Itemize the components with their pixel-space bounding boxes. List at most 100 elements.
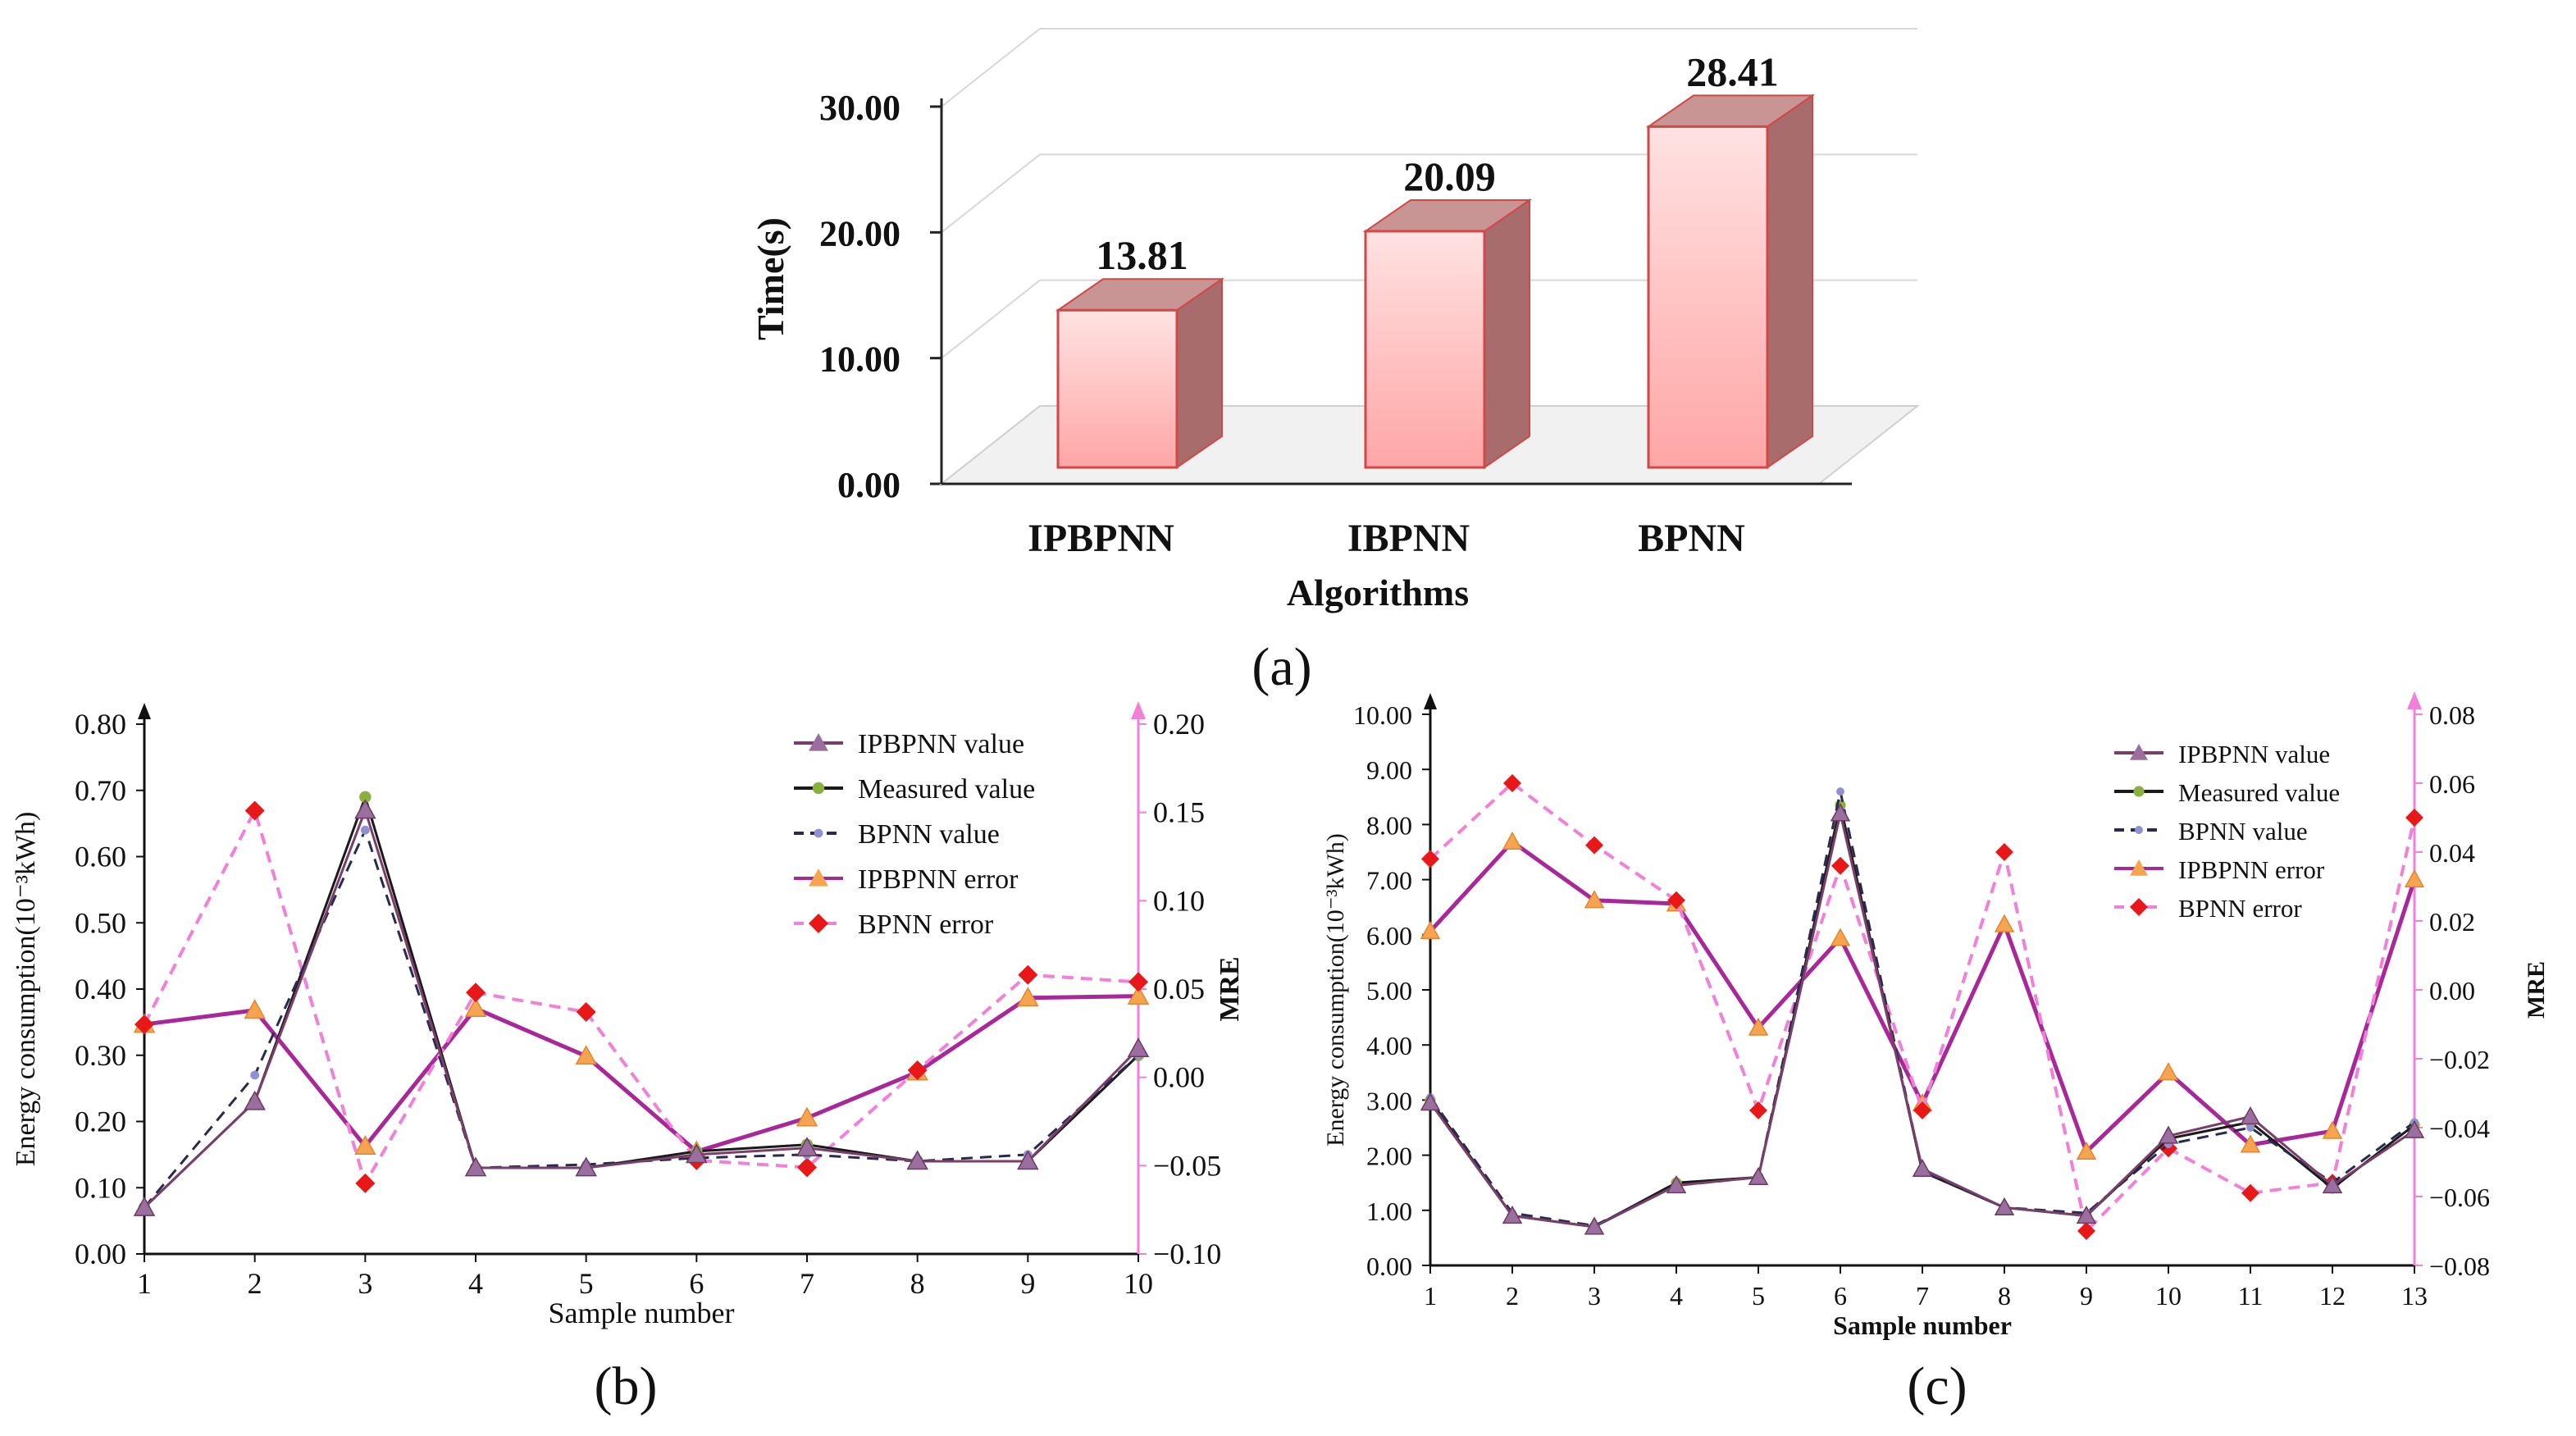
x-tick-label: 10 (2155, 1281, 2182, 1311)
x-tick-label: 2 (1506, 1281, 1519, 1311)
legend-label: BPNN error (2178, 894, 2302, 923)
point-ipbpnn-value (1994, 1197, 2015, 1215)
legend-label: IPBPNN value (858, 729, 1024, 759)
point-bpnn-error (1831, 856, 1849, 875)
y-tick-label: 0.00 (837, 465, 900, 505)
y-tick-label: 10.00 (1353, 700, 1412, 730)
point-ipbpnn-error (1748, 1017, 1769, 1036)
legend-label: IPBPNN value (2178, 740, 2330, 768)
y2-tick-label: 0.00 (2429, 976, 2475, 1005)
panel-b-line-chart: 0.00 0.10 0.20 0.30 0.40 0.50 0.60 0.70 0.80 −0.1… (11, 701, 1245, 1416)
x-tick-label: 4 (1670, 1281, 1683, 1311)
x-tick-label: 6 (1834, 1281, 1847, 1311)
y-tick-label: 2.00 (1366, 1142, 1412, 1171)
point-bpnn-error (576, 1001, 596, 1022)
point-ipbpnn-error (796, 1106, 818, 1127)
bar-side (1484, 198, 1530, 469)
y2-tick-label: −0.10 (1153, 1238, 1221, 1270)
x-tick-label: 7 (1916, 1281, 1929, 1311)
x-tick-label: 9 (1020, 1267, 1035, 1300)
point-bpnn-error (1585, 836, 1603, 855)
legend-marker (2130, 744, 2148, 760)
point-ipbpnn-error (1127, 985, 1150, 1005)
point-ipbpnn-error (1017, 987, 1039, 1007)
point-bpnn-error (1995, 843, 2013, 861)
legend-marker (2130, 859, 2148, 876)
point-ipbpnn-value (2404, 1119, 2425, 1138)
panel-a-bar-chart: 0.00 10.00 20.00 30.00 13.81 IPBPNN 20.09 IBPNN… (750, 28, 1920, 697)
series-line-ipbpnn-error (144, 994, 1139, 1154)
point-bpnn-value (250, 1070, 260, 1080)
x-category-label: IBPNN (1347, 517, 1470, 560)
point-ipbpnn-error (2322, 1120, 2343, 1139)
y-axis-arrow (138, 703, 151, 719)
x-axis-title: Sample number (1833, 1311, 2012, 1340)
y2-tick-label: 0.15 (1153, 796, 1205, 829)
y2-tick-label: −0.04 (2429, 1114, 2490, 1143)
y-axis-title: Energy consumption(10⁻³kWh) (11, 812, 41, 1167)
y-tick-label: 0.00 (75, 1238, 126, 1270)
x-tick-label: 5 (579, 1267, 594, 1300)
y2-tick-label: 0.06 (2429, 769, 2475, 799)
bar-value-label: 13.81 (1096, 232, 1188, 278)
panel-label: (c) (1907, 1356, 1967, 1416)
y-tick-label: 0.70 (75, 774, 126, 807)
y-tick-label: 0.20 (75, 1105, 126, 1138)
bar-ibpnn (1364, 230, 1486, 469)
panel-label: (b) (595, 1356, 658, 1416)
point-ipbpnn-value (354, 799, 376, 819)
point-bpnn-error (1749, 1101, 1767, 1119)
y2-axis-title: MRE (2523, 961, 2550, 1019)
point-ipbpnn-error (2404, 869, 2425, 888)
point-ipbpnn-value (1502, 1205, 1523, 1224)
x-category-label: IPBPNN (1028, 517, 1174, 560)
series-line-bpnn-error (143, 806, 1139, 1188)
y-tick-label: 20.00 (819, 213, 900, 253)
y-tick-label: 5.00 (1366, 976, 1412, 1005)
gridline-diagonal (941, 28, 1041, 107)
point-bpnn-error (2241, 1183, 2259, 1202)
bar-value-label: 28.41 (1686, 48, 1779, 94)
point-ipbpnn-value (686, 1143, 708, 1164)
y-tick-label: 7.00 (1366, 866, 1412, 896)
panel-label: (a) (1252, 637, 1311, 697)
point-ipbpnn-value (796, 1137, 818, 1157)
x-axis-title: Sample number (549, 1297, 735, 1329)
point-bpnn-error (797, 1157, 817, 1178)
y2-axis-arrow (2407, 691, 2422, 709)
legend-label: BPNN value (858, 819, 1000, 850)
point-ipbpnn-error (2158, 1062, 2179, 1081)
point-bpnn-error (134, 1014, 154, 1035)
y-tick-label: 0.50 (75, 906, 126, 939)
y2-tick-label: 0.10 (1153, 884, 1205, 917)
y-tick-label: 0.40 (75, 973, 126, 1005)
y2-axis-arrow (1131, 701, 1146, 719)
y-tick-label: 6.00 (1366, 921, 1412, 950)
y-axis-title: Time(s) (750, 217, 791, 340)
y-tick-label: 30.00 (819, 88, 900, 128)
point-ipbpnn-value (906, 1150, 928, 1170)
point-bpnn-error (1913, 1101, 1931, 1119)
x-tick-label: 6 (689, 1267, 704, 1300)
y-tick-label: 0.00 (1366, 1251, 1412, 1281)
y2-axis-title: MRE (1215, 956, 1245, 1021)
y2-tick-label: 0.08 (2429, 700, 2475, 730)
legend-label: IPBPNN error (2178, 855, 2325, 884)
point-bpnn-error (2077, 1222, 2095, 1240)
point-ipbpnn-value (1830, 803, 1851, 822)
point-ipbpnn-error (244, 999, 266, 1019)
point-ipbpnn-error (2240, 1134, 2261, 1153)
point-bpnn-error (2405, 809, 2423, 827)
gridline-diagonal (941, 279, 1041, 359)
point-bpnn-error (1503, 774, 1521, 792)
panel-c-line-chart: 0.00 1.00 2.00 3.00 4.00 5.00 6.00 7.00 8.00 9.00… (1322, 691, 2550, 1416)
y-tick-label: 0.30 (75, 1039, 126, 1072)
x-tick-label: 11 (2238, 1281, 2264, 1311)
y2-tick-label: −0.06 (2429, 1183, 2490, 1212)
y-tick-label: 4.00 (1366, 1031, 1412, 1060)
y2-tick-label: 0.05 (1153, 973, 1205, 1005)
legend-label: Measured value (2178, 778, 2340, 807)
bar-bpnn (1647, 125, 1769, 469)
y-tick-label: 3.00 (1366, 1086, 1412, 1115)
x-tick-label: 1 (137, 1267, 152, 1300)
